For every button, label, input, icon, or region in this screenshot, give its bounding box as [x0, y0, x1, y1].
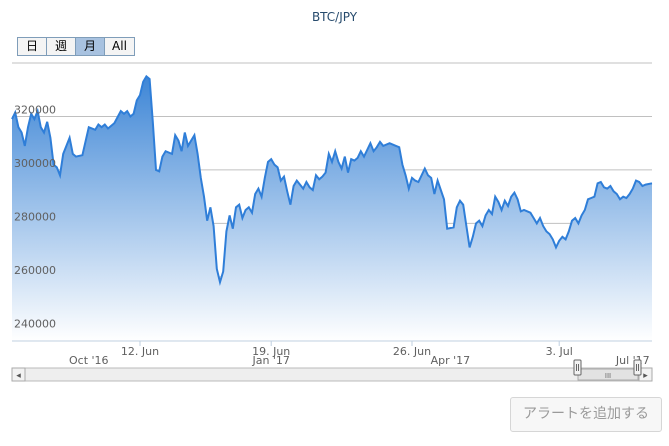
price-area	[12, 76, 652, 342]
add-alert-button[interactable]: アラートを追加する	[510, 397, 662, 432]
range-button-3[interactable]: All	[112, 39, 127, 53]
y-tick-label: 300000	[14, 157, 56, 170]
y-tick-label: 320000	[14, 103, 56, 116]
price-line	[11, 74, 653, 287]
range-selector: 日週月 All	[17, 37, 135, 56]
navigator-label: Apr '17	[431, 354, 471, 367]
navigator-scrollbar[interactable]: ◂ ▸ III	[11, 367, 653, 382]
range-button-1[interactable]: 週	[47, 38, 76, 55]
navigator-label: Jul '17	[615, 354, 650, 367]
x-ticks: 12. Jun 19. Jun 26. Jun 3. Jul	[121, 341, 573, 358]
scrollbar-grip-icon: III	[605, 372, 611, 380]
scrollbar-track[interactable]	[11, 367, 653, 382]
x-tick-label: 19. Jun	[252, 345, 290, 358]
chart-title: BTC/JPY	[311, 10, 358, 24]
x-tick-label: 12. Jun	[121, 345, 159, 358]
scroll-left-button[interactable]	[11, 367, 26, 382]
y-tick-label: 260000	[14, 264, 56, 277]
navigator-label: Jan '17	[251, 354, 289, 367]
scroll-right-icon: ▸	[643, 371, 648, 381]
y-tick-label: 280000	[14, 210, 56, 223]
chart-svg: 240000 260000 280000 300000 320000 12. Jun 19…	[11, 62, 653, 382]
scroll-left-icon: ◂	[16, 371, 21, 381]
x-tick-label: 3. Jul	[546, 345, 573, 358]
range-button-2[interactable]: 月	[76, 38, 105, 55]
navigator-handle-left[interactable]	[573, 359, 582, 376]
x-tick-label: 26. Jun	[393, 345, 431, 358]
y-tick-label: 240000	[14, 317, 56, 330]
navigator-label: Oct '16	[69, 354, 109, 367]
range-button-0[interactable]: 日	[18, 38, 47, 55]
navigator-labels: Oct '16 Jan '17 Apr '17 Jul '17	[69, 354, 650, 367]
y-tick-labels: 240000 260000 280000 300000 320000	[14, 103, 56, 330]
navigator-handle-right[interactable]	[633, 359, 642, 376]
